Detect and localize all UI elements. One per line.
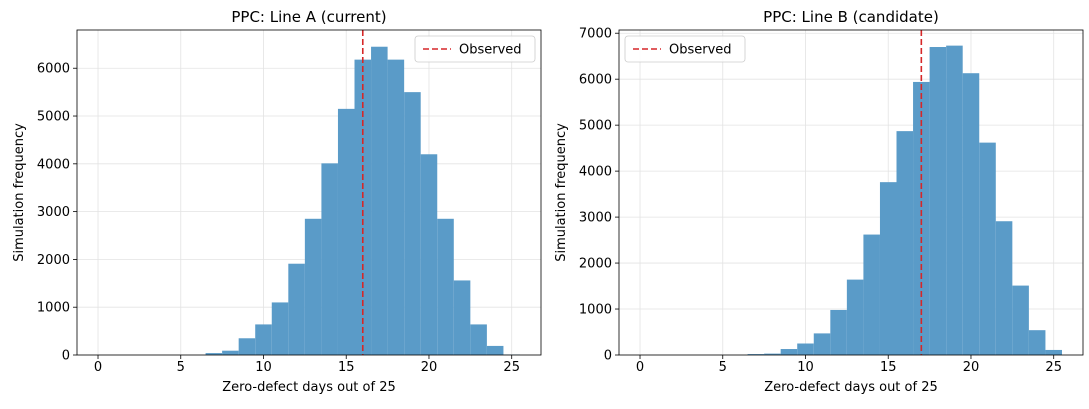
legend: Observed [624,35,746,63]
x-tick-label: 5 [719,360,727,375]
histogram-bar [1012,285,1029,355]
histogram-bar [354,59,372,355]
x-tick-label: 10 [255,360,272,375]
x-axis-label: Zero-defect days out of 25 [764,380,938,395]
y-tick-label: 3000 [579,211,612,226]
axes-frame [76,29,542,356]
histogram-bar [271,302,289,355]
histogram-bar [304,218,322,355]
legend-label: Observed [459,43,522,58]
histogram-bar [437,218,454,355]
legend-label: Observed [669,43,732,58]
y-tick-label: 4000 [579,165,612,180]
x-tick-label: 25 [503,360,520,375]
histogram-bar [896,131,914,355]
y-tick-label: 4000 [37,157,70,172]
x-axis-label: Zero-defect days out of 25 [222,380,396,395]
histogram-bar [321,163,338,355]
histogram-bar [371,46,388,356]
x-tick-label: 10 [797,360,814,375]
histogram-bar [205,353,223,355]
y-tick-label: 1000 [37,301,70,316]
legend-box [624,35,746,63]
histogram-bar [764,353,781,355]
chart-title: PPC: Line B (candidate) [763,8,939,26]
x-tick-label: 5 [177,360,185,375]
histogram-bar [797,343,814,355]
histogram-bar [420,154,438,355]
y-tick-label: 5000 [37,110,70,125]
histogram-bar [470,324,487,355]
x-tick-label: 0 [636,360,644,375]
histogram-bar [813,333,831,355]
histogram-bar [486,345,504,355]
y-tick-label: 5000 [579,119,612,134]
y-tick-label: 7000 [579,27,612,42]
histogram-bar [962,73,980,355]
histogram-bar [946,45,963,355]
y-tick-label: 2000 [37,253,70,268]
histogram-bar [1045,349,1062,355]
histogram-bar [979,142,996,355]
histogram-bar [387,59,405,355]
x-tick-label: 0 [94,360,102,375]
x-tick-label: 20 [421,360,438,375]
histogram-bar [1028,330,1046,355]
histogram-bar [929,47,947,356]
histogram-bar [830,309,847,355]
x-tick-label: 15 [880,360,897,375]
y-tick-label: 0 [604,349,612,364]
histogram-bar [255,324,272,355]
histogram-bar [288,263,305,355]
x-tick-label: 20 [963,360,980,375]
chart-title: PPC: Line A (current) [231,8,386,26]
y-tick-label: 1000 [579,303,612,318]
y-tick-label: 0 [62,349,70,364]
x-tick-label: 25 [1045,360,1062,375]
histogram-bar [913,81,930,356]
histogram-bar [238,338,256,355]
axes-frame [618,29,1084,356]
histogram-bar [404,92,421,355]
histogram-bar [222,350,239,355]
histogram-bar [780,349,798,355]
histogram-bar [846,279,864,355]
x-tick-label: 15 [338,360,355,375]
legend: Observed [414,35,536,63]
histogram-bar [863,234,880,355]
histogram-bar [995,221,1013,355]
histogram-bar [747,354,765,355]
y-axis-label: Simulation frequency [554,123,569,262]
y-tick-label: 6000 [579,73,612,88]
y-tick-label: 3000 [37,205,70,220]
histogram-bar [879,182,897,355]
y-tick-label: 2000 [579,257,612,272]
histogram-bar [337,108,355,355]
chart-panel-2: 0 5 10 15 20 25 0 1000 2000 3000 4000 5000 6000 7000 P… [554,8,1084,395]
histogram-bar [453,280,471,355]
y-axis-label: Simulation frequency [12,123,27,262]
y-tick-label: 6000 [37,62,70,77]
legend-box [414,35,536,63]
chart-panel-1: 0 5 10 15 20 25 0 1000 2000 3000 4000 5000 6000 PPC: … [12,8,542,395]
